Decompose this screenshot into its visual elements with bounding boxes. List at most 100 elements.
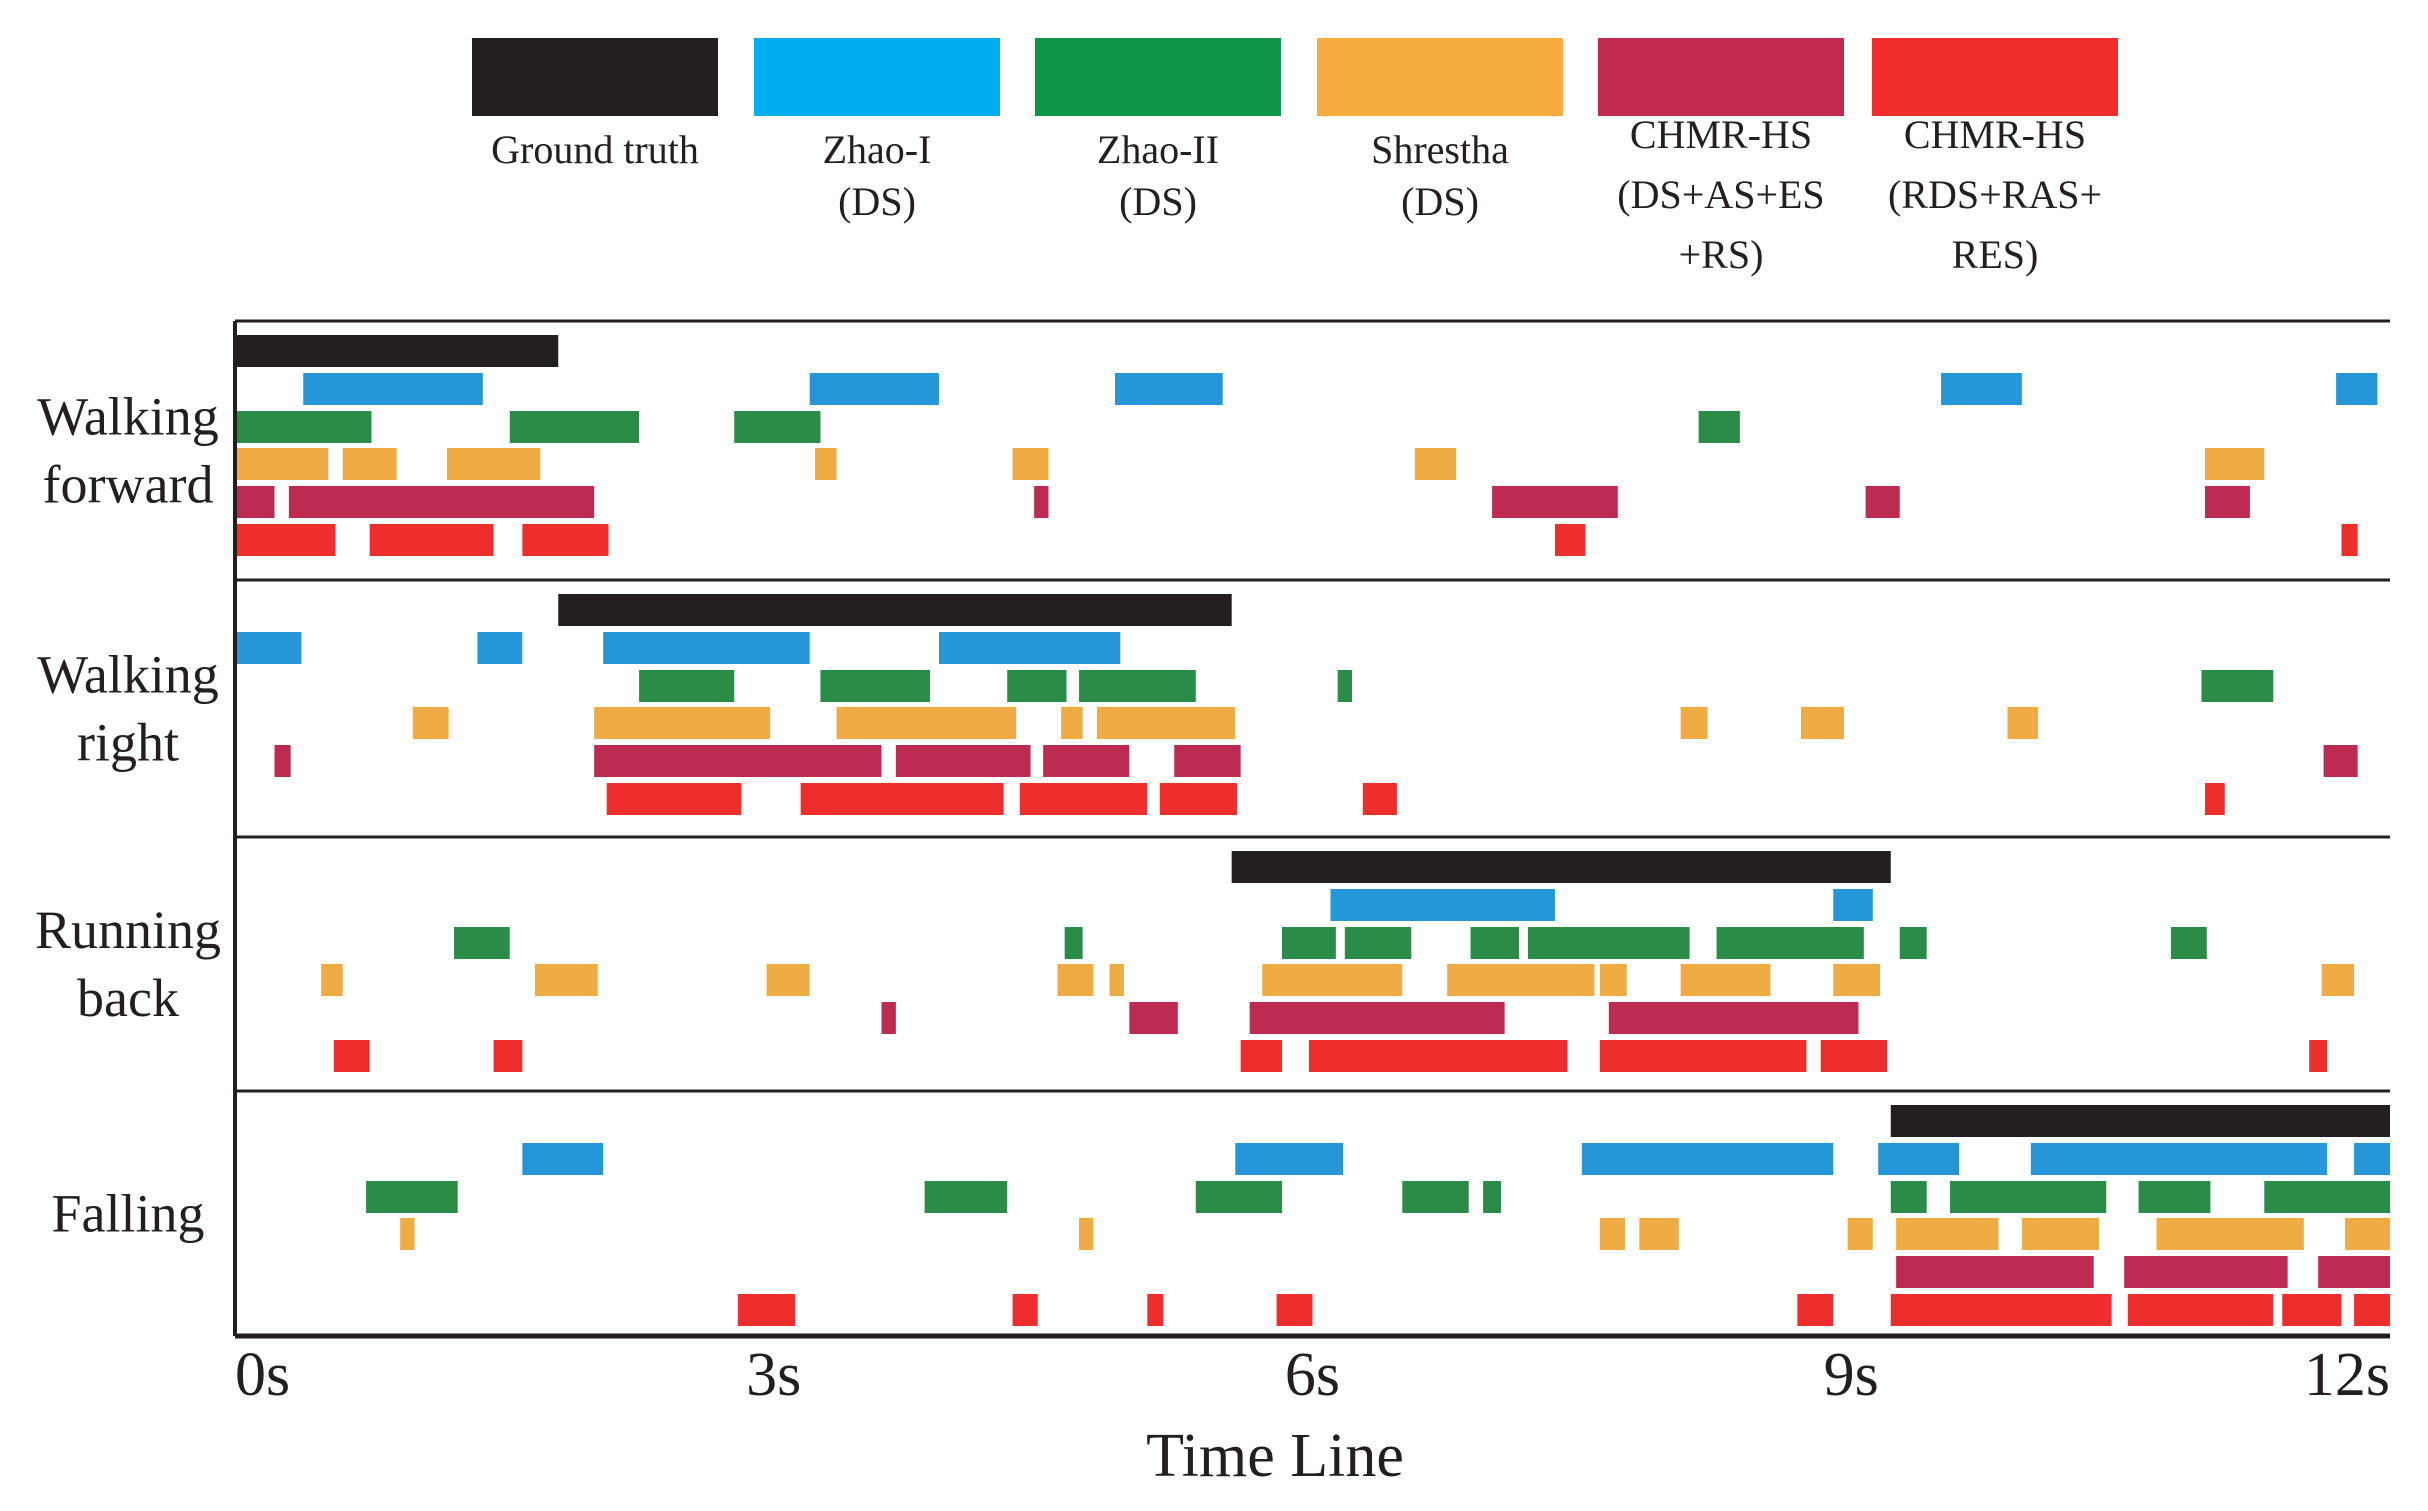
bar-shrestha <box>1262 964 1403 996</box>
bar-chmr1 <box>594 745 882 777</box>
bar-shrestha <box>1079 1218 1094 1250</box>
bar-shrestha <box>2007 707 2039 739</box>
legend-label: +RS) <box>1679 232 1764 277</box>
bar-chmr1 <box>1608 1002 1859 1034</box>
activity-label: back <box>77 968 179 1028</box>
bar-chmr2 <box>2341 524 2358 556</box>
bar-shrestha <box>1447 964 1595 996</box>
bar-shrestha <box>1896 1218 1999 1250</box>
bar-zhao2 <box>2170 927 2207 959</box>
bar-shrestha <box>815 448 837 480</box>
bar-zhao2 <box>366 1181 458 1213</box>
bar-chmr2 <box>1554 524 1586 556</box>
bar-chmr2 <box>2205 783 2225 815</box>
legend-item-shrestha: Shrestha (DS) <box>1317 38 1563 224</box>
bar-zhao2 <box>1528 927 1690 959</box>
legend-label: (DS) <box>1401 179 1479 224</box>
activity-panel: Walking right <box>37 594 2358 815</box>
bar-shrestha <box>2205 448 2265 480</box>
bar-shrestha <box>1847 1218 1873 1250</box>
activity-label: Walking <box>37 387 219 447</box>
bar-gt <box>558 594 1232 626</box>
bar-shrestha <box>2021 1218 2100 1250</box>
bar-shrestha <box>1109 964 1124 996</box>
legend-item-chmr2: CHMR-HS (RDS+RAS+ RES) <box>1872 38 2118 277</box>
legend-swatch <box>1317 38 1563 116</box>
legend-label: Zhao-I <box>823 127 932 172</box>
activity-panels: Walking forward Walking right Running back Fal… <box>35 335 2390 1326</box>
bar-chmr1 <box>881 1002 896 1034</box>
bar-zhao2 <box>1007 670 1067 702</box>
activity-panel: Falling <box>51 1105 2390 1326</box>
bar-zhao2 <box>1195 1181 1282 1213</box>
bar-zhao2 <box>509 411 640 443</box>
bar-chmr1 <box>2318 1256 2390 1288</box>
bar-shrestha <box>2156 1218 2304 1250</box>
bar-zhao2 <box>2264 1181 2390 1213</box>
activity-label: Falling <box>51 1184 204 1244</box>
bar-zhao1 <box>2030 1143 2328 1175</box>
bar-shrestha <box>534 964 598 996</box>
bar-chmr2 <box>1240 1040 1282 1072</box>
bar-chmr2 <box>1019 783 1148 815</box>
bar-chmr1 <box>895 745 1031 777</box>
bar-zhao1 <box>303 373 483 405</box>
bar-shrestha <box>1414 448 1457 480</box>
bar-gt <box>235 335 559 367</box>
bar-shrestha <box>2345 1218 2390 1250</box>
tick-label: 12s <box>2304 1341 2390 1409</box>
activity-label: forward <box>43 455 214 515</box>
bar-zhao2 <box>1483 1181 1502 1213</box>
legend-item-zhao1: Zhao-I (DS) <box>754 38 1000 224</box>
bar-chmr1 <box>2323 745 2358 777</box>
activity-label: right <box>77 713 179 773</box>
bar-zhao2 <box>1698 411 1740 443</box>
legend-label: Zhao-II <box>1097 127 1219 172</box>
tick-label: 0s <box>235 1341 290 1409</box>
bar-zhao2 <box>1890 1181 1927 1213</box>
bar-gt <box>1890 1105 2390 1137</box>
bar-zhao1 <box>938 632 1121 664</box>
legend-swatch <box>472 38 718 116</box>
bar-chmr2 <box>1308 1040 1568 1072</box>
bar-zhao2 <box>1899 927 1927 959</box>
bar-zhao2 <box>1064 927 1083 959</box>
bar-zhao1 <box>1581 1143 1834 1175</box>
bar-chmr2 <box>1147 1294 1164 1326</box>
legend-item-chmr1: CHMR-HS (DS+AS+ES +RS) <box>1598 38 1844 277</box>
bar-chmr1 <box>235 486 275 518</box>
bar-shrestha <box>766 964 810 996</box>
bar-zhao2 <box>820 670 930 702</box>
bar-shrestha <box>1012 448 1049 480</box>
bar-zhao1 <box>1878 1143 1959 1175</box>
bar-chmr1 <box>2124 1256 2288 1288</box>
bar-chmr2 <box>1820 1040 1888 1072</box>
activity-panel: Walking forward <box>37 335 2378 556</box>
bar-chmr1 <box>274 745 291 777</box>
chart-legend: Ground truth Zhao-I(DS)Zhao-II(DS)Shresth… <box>472 38 2118 277</box>
bar-chmr2 <box>493 1040 523 1072</box>
legend-label: Shrestha <box>1371 127 1509 172</box>
bar-zhao2 <box>1716 927 1864 959</box>
tick-label: 6s <box>1285 1341 1340 1409</box>
legend-item-gt: Ground truth <box>472 38 718 172</box>
bar-chmr1 <box>1249 1002 1505 1034</box>
activity-label: Walking <box>37 645 219 705</box>
plot-frame <box>233 319 2390 1339</box>
bar-zhao2 <box>639 670 735 702</box>
bar-chmr2 <box>2354 1294 2390 1326</box>
bar-shrestha <box>1061 707 1083 739</box>
bar-shrestha <box>1599 1218 1625 1250</box>
legend-label: CHMR-HS <box>1630 112 1812 157</box>
bar-zhao2 <box>924 1181 1008 1213</box>
bar-chmr1 <box>1492 486 1618 518</box>
bar-chmr1 <box>288 486 595 518</box>
legend-label: (DS+AS+ES <box>1617 172 1824 217</box>
bar-chmr2 <box>737 1294 796 1326</box>
bar-zhao2 <box>1470 927 1520 959</box>
bar-zhao1 <box>477 632 523 664</box>
bar-chmr2 <box>235 524 336 556</box>
time-axis: 0s 3s 6s 9s 12s <box>235 1341 2390 1409</box>
bar-shrestha <box>235 448 329 480</box>
